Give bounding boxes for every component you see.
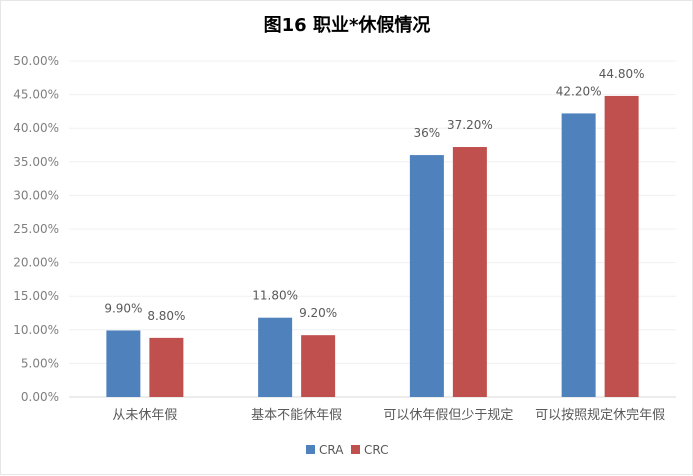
y-tick-label: 10.00%: [13, 323, 59, 337]
bar-crc: [452, 147, 487, 397]
bar-crc: [604, 95, 639, 397]
legend-label: CRC: [364, 443, 389, 457]
x-tick-label: 可以休年假但少于规定: [383, 408, 513, 423]
legend-label: CRA: [319, 443, 344, 457]
y-tick-label: 20.00%: [13, 256, 59, 270]
y-tick-label: 30.00%: [13, 188, 59, 202]
bar-crc: [301, 335, 336, 397]
y-tick-label: 45.00%: [13, 88, 59, 102]
data-label: 36%: [414, 126, 441, 140]
y-tick-label: 0.00%: [21, 390, 59, 404]
data-label: 42.20%: [556, 84, 602, 98]
legend-swatch: [306, 445, 315, 454]
data-label: 44.80%: [599, 67, 645, 81]
data-label: 9.90%: [104, 301, 142, 315]
bar-cra: [561, 113, 596, 397]
y-tick-label: 5.00%: [21, 356, 59, 370]
y-tick-label: 50.00%: [13, 54, 59, 68]
y-tick-label: 25.00%: [13, 222, 59, 236]
data-label: 8.80%: [147, 309, 185, 323]
legend-swatch: [351, 445, 360, 454]
y-tick-label: 35.00%: [13, 155, 59, 169]
bar-crc: [149, 337, 184, 397]
bar-cra: [106, 330, 141, 397]
x-tick-label: 基本不能休年假: [251, 408, 342, 423]
y-tick-label: 40.00%: [13, 121, 59, 135]
x-tick-label: 可以按照规定休完年假: [535, 408, 665, 423]
bar-cra: [409, 155, 444, 397]
y-tick-label: 15.00%: [13, 289, 59, 303]
chart-title: 图16 职业*休假情况: [264, 14, 431, 36]
data-label: 37.20%: [447, 118, 493, 132]
x-tick-label: 从未休年假: [112, 408, 177, 423]
data-label: 9.20%: [299, 306, 337, 320]
bar-cra: [258, 317, 293, 397]
data-label: 11.80%: [252, 289, 298, 303]
